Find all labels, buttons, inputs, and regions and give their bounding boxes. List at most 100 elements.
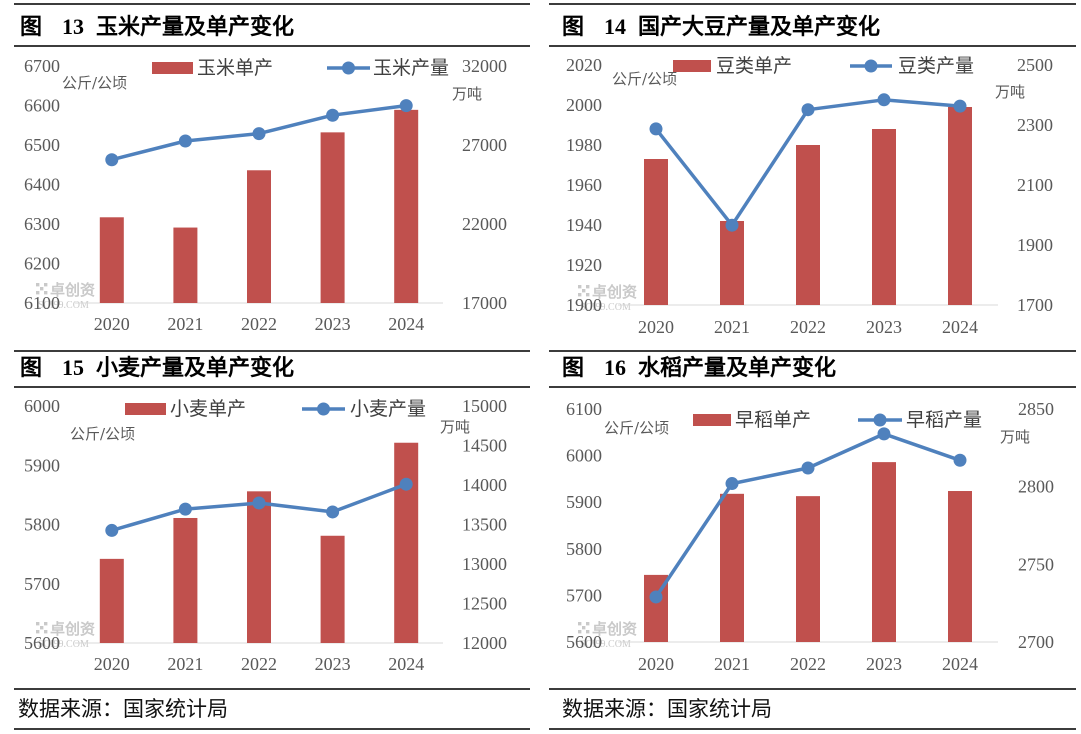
y-right-tick-label: 2100 — [1017, 175, 1053, 195]
y-right-tick-label: 27000 — [462, 135, 507, 155]
bar-2021 — [173, 517, 198, 643]
y-left-tick-label: 6300 — [24, 214, 60, 234]
y-left-tick-label: 6600 — [24, 96, 60, 116]
y-right-tick-label: 2300 — [1017, 115, 1053, 135]
figure-title-14: 图 14 国产大豆产量及单产变化 — [562, 11, 880, 43]
rule-top-left — [14, 3, 530, 5]
point-2020 — [105, 153, 119, 167]
x-tick-label: 2022 — [241, 314, 277, 334]
legend-bar-swatch — [673, 60, 711, 72]
rule-row2-title-bottom-left — [14, 386, 530, 388]
point-2022 — [252, 127, 266, 141]
legend-bar-label: 小麦单产 — [170, 398, 246, 420]
y-left-tick-label: 5600 — [24, 633, 60, 653]
y-left-axis-label: 公斤/公顷 — [604, 419, 669, 437]
point-2021 — [178, 134, 192, 148]
x-tick-label: 2021 — [714, 317, 750, 337]
rule-title-bottom-right — [549, 45, 1076, 47]
chart-14: 卓创资SCI99.COM1900192019401960198020002020… — [566, 55, 1053, 337]
y-left-tick-label: 5600 — [566, 632, 602, 652]
bar-2023 — [872, 129, 896, 305]
x-tick-label: 2021 — [714, 654, 750, 674]
figure-number: 16 — [604, 355, 627, 380]
rule-footer-top-left — [14, 688, 530, 690]
watermark-url: SCI99.COM — [580, 302, 631, 313]
point-2024 — [953, 453, 967, 467]
legend-bar-swatch — [693, 414, 731, 426]
y-right-tick-label: 2500 — [1017, 55, 1053, 75]
data-source-right: 数据来源：国家统计局 — [562, 697, 772, 721]
y-right-tick-label: 15000 — [462, 396, 507, 416]
y-left-axis-label: 公斤/公顷 — [62, 74, 127, 92]
y-left-tick-label: 1920 — [566, 255, 602, 275]
rule-footer-bottom-left — [14, 728, 530, 730]
bar-2020 — [99, 558, 124, 643]
point-2022 — [801, 461, 815, 475]
bar-2021 — [720, 493, 744, 642]
figure-title-text: 玉米产量及单产变化 — [96, 15, 295, 40]
bar-2024 — [948, 491, 972, 642]
y-right-tick-label: 1900 — [1017, 235, 1053, 255]
y-right-tick-label: 14000 — [462, 475, 507, 495]
x-tick-label: 2022 — [790, 654, 826, 674]
y-right-tick-label: 12500 — [462, 594, 507, 614]
bar-2022 — [796, 496, 820, 642]
y-right-tick-label: 14500 — [462, 436, 507, 456]
y-left-tick-label: 6700 — [24, 56, 60, 76]
rule-top-right — [549, 3, 1076, 5]
bar-2020 — [99, 217, 124, 303]
watermark-logo-icon — [36, 622, 48, 634]
y-right-tick-label: 22000 — [462, 214, 507, 234]
legend: 豆类单产 豆类产量 — [673, 55, 974, 77]
bar-series — [99, 109, 419, 303]
watermark-logo-icon — [578, 622, 590, 634]
point-2023 — [877, 427, 891, 441]
bar-2021 — [720, 221, 744, 305]
y-right-tick-label: 2750 — [1018, 554, 1054, 574]
x-tick-label: 2024 — [942, 654, 978, 674]
y-right-axis-label: 万吨 — [1000, 428, 1030, 446]
bar-2024 — [394, 442, 419, 643]
bar-2022 — [796, 145, 820, 305]
x-tick-label: 2021 — [167, 654, 203, 674]
legend-marker — [317, 402, 330, 416]
y-right-tick-label: 13500 — [462, 515, 507, 535]
line-series — [105, 99, 413, 167]
bar-2023 — [320, 132, 345, 303]
figure-label: 图 — [20, 15, 43, 40]
x-tick-label: 2020 — [638, 654, 674, 674]
x-tick-label: 2023 — [866, 317, 902, 337]
rule-title-bottom-left — [14, 45, 530, 47]
y-left-axis-label: 公斤/公顷 — [612, 70, 677, 88]
legend-marker — [864, 59, 878, 73]
legend: 玉米单产 玉米产量 — [152, 57, 449, 79]
x-tick-label: 2020 — [94, 314, 130, 334]
point-2023 — [877, 93, 891, 107]
y-right-axis-label: 万吨 — [440, 418, 470, 436]
x-tick-label: 2022 — [790, 317, 826, 337]
x-tick-label: 2024 — [388, 654, 424, 674]
legend-marker — [873, 413, 887, 427]
y-right-tick-label: 2700 — [1018, 632, 1054, 652]
point-2023 — [326, 505, 340, 519]
data-source-left: 数据来源：国家统计局 — [18, 697, 228, 721]
legend-bar-label: 早稻单产 — [735, 409, 811, 431]
point-2021 — [178, 502, 192, 516]
legend-bar-label: 玉米单产 — [197, 57, 273, 79]
y-left-tick-label: 5700 — [24, 574, 60, 594]
figure-title-16: 图 16 水稻产量及单产变化 — [562, 352, 836, 384]
point-2022 — [252, 496, 266, 510]
figure-number: 13 — [62, 14, 85, 39]
figure-title-text: 小麦产量及单产变化 — [96, 356, 295, 381]
y-right-tick-label: 32000 — [462, 56, 507, 76]
bar-series — [99, 442, 419, 643]
y-left-tick-label: 6100 — [566, 399, 602, 419]
x-tick-label: 2024 — [942, 317, 978, 337]
figure-title-text: 国产大豆产量及单产变化 — [638, 15, 881, 40]
